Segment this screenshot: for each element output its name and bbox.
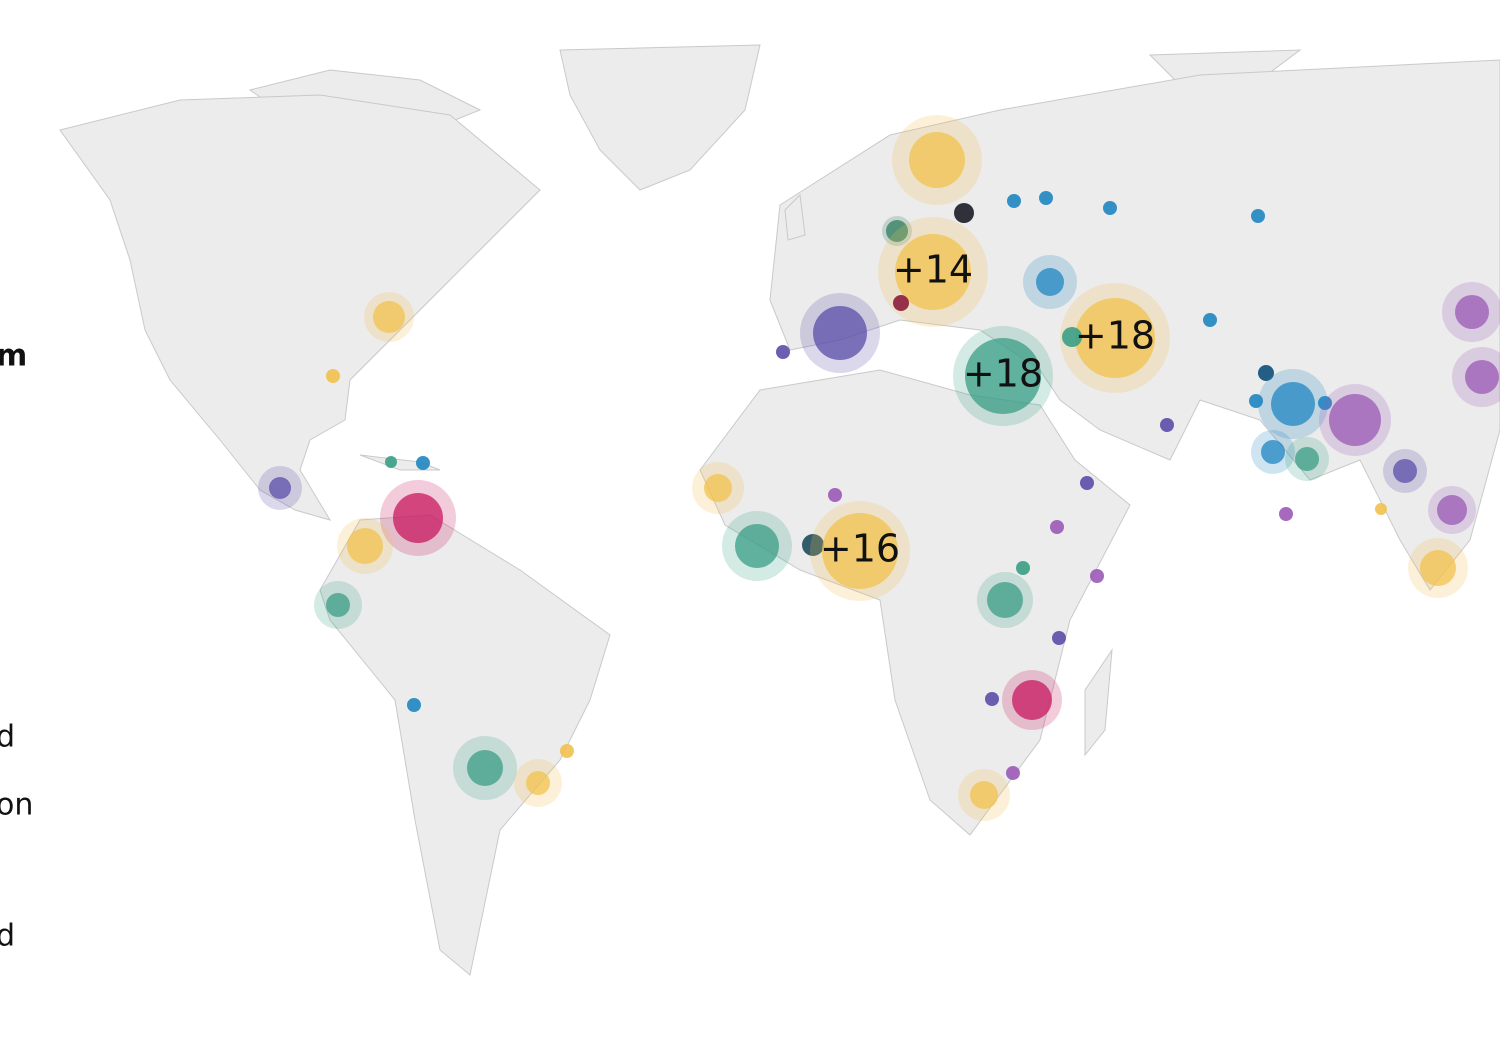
bubble[interactable] (526, 771, 550, 795)
legend-item: d (0, 720, 15, 755)
bubbles (258, 115, 1500, 821)
bubble[interactable] (735, 524, 779, 568)
bubble[interactable] (1007, 194, 1021, 208)
bubble[interactable] (347, 528, 383, 564)
bubble[interactable] (467, 750, 503, 786)
bubble[interactable] (1258, 365, 1274, 381)
south-america (319, 514, 611, 976)
bubble[interactable] (886, 220, 908, 242)
legend-item: on (0, 788, 33, 823)
bubble[interactable] (1249, 394, 1263, 408)
bubble[interactable] (895, 234, 971, 310)
bubble[interactable] (1090, 569, 1104, 583)
legend-heading: m (0, 339, 27, 374)
bubble[interactable] (373, 301, 405, 333)
africa (699, 369, 1131, 836)
bubble[interactable] (407, 698, 421, 712)
bubble[interactable] (1075, 298, 1155, 378)
bubble[interactable] (326, 369, 340, 383)
bubble[interactable] (1465, 360, 1499, 394)
bubble[interactable] (813, 306, 867, 360)
bubble[interactable] (954, 203, 974, 223)
bubble[interactable] (704, 474, 732, 502)
bubble[interactable] (269, 477, 291, 499)
bubble[interactable] (822, 513, 898, 589)
bubble[interactable] (1012, 680, 1052, 720)
bubble[interactable] (1052, 631, 1066, 645)
cluster-label[interactable]: +18 (963, 352, 1043, 396)
bubble[interactable] (1437, 495, 1467, 525)
bubble[interactable] (985, 692, 999, 706)
bubble[interactable] (1455, 295, 1489, 329)
bubble[interactable] (326, 593, 350, 617)
bubble[interactable] (1318, 396, 1332, 410)
bubble[interactable] (1103, 201, 1117, 215)
bubble[interactable] (1261, 440, 1285, 464)
bubble[interactable] (987, 582, 1023, 618)
bubble[interactable] (1016, 561, 1030, 575)
bubble[interactable] (893, 295, 909, 311)
bubble[interactable] (1375, 503, 1387, 515)
bubble[interactable] (560, 744, 574, 758)
legend-item: d (0, 919, 15, 954)
bubble[interactable] (1420, 550, 1456, 586)
bubble[interactable] (965, 338, 1041, 414)
cluster-label[interactable]: +16 (820, 527, 900, 571)
bubble[interactable] (1329, 394, 1381, 446)
greenland (559, 44, 761, 191)
bubble[interactable] (802, 534, 824, 556)
bubble[interactable] (1160, 418, 1174, 432)
bubble[interactable] (385, 456, 397, 468)
bubble[interactable] (1203, 313, 1217, 327)
bubble[interactable] (1036, 268, 1064, 296)
bubble[interactable] (393, 493, 443, 543)
bubble[interactable] (1080, 476, 1094, 490)
bubble[interactable] (828, 488, 842, 502)
bubble[interactable] (1393, 459, 1417, 483)
bubble[interactable] (909, 132, 965, 188)
bubble[interactable] (1295, 447, 1319, 471)
bubble[interactable] (1006, 766, 1020, 780)
bubble[interactable] (1279, 507, 1293, 521)
bubble[interactable] (1039, 191, 1053, 205)
uk (784, 193, 806, 241)
north-america (59, 94, 541, 521)
bubble[interactable] (776, 345, 790, 359)
madagascar (1084, 648, 1113, 757)
bubble[interactable] (416, 456, 430, 470)
bubble[interactable] (1050, 520, 1064, 534)
bubble[interactable] (1271, 382, 1315, 426)
bubble[interactable] (1062, 327, 1082, 347)
cluster-label[interactable]: +18 (1075, 314, 1155, 358)
cluster-labels: +14 +18 +18 +16 (820, 248, 1155, 571)
bubble[interactable] (970, 781, 998, 809)
bubble[interactable] (1251, 209, 1265, 223)
cluster-label[interactable]: +14 (893, 248, 973, 292)
